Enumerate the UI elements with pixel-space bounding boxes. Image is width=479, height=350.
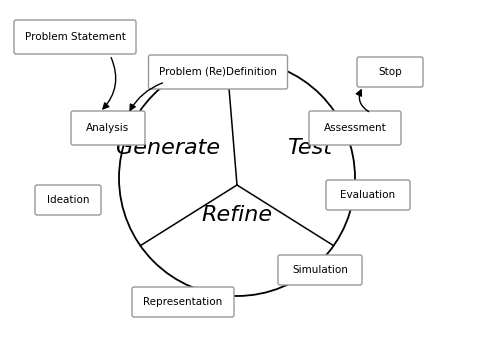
- Text: Refine: Refine: [202, 205, 273, 225]
- Text: Test: Test: [287, 138, 332, 158]
- Text: Problem (Re)Definition: Problem (Re)Definition: [159, 67, 277, 77]
- Text: Simulation: Simulation: [292, 265, 348, 275]
- Text: Analysis: Analysis: [86, 123, 130, 133]
- FancyBboxPatch shape: [148, 55, 287, 89]
- Text: Evaluation: Evaluation: [341, 190, 396, 200]
- FancyBboxPatch shape: [326, 180, 410, 210]
- FancyArrowPatch shape: [130, 83, 162, 110]
- Text: Ideation: Ideation: [47, 195, 89, 205]
- FancyBboxPatch shape: [71, 111, 145, 145]
- Text: Stop: Stop: [378, 67, 402, 77]
- FancyArrowPatch shape: [356, 90, 369, 112]
- FancyArrowPatch shape: [103, 57, 116, 109]
- FancyBboxPatch shape: [278, 255, 362, 285]
- FancyBboxPatch shape: [14, 20, 136, 54]
- FancyBboxPatch shape: [35, 185, 101, 215]
- Text: Representation: Representation: [143, 297, 223, 307]
- Text: Generate: Generate: [116, 138, 220, 158]
- FancyBboxPatch shape: [132, 287, 234, 317]
- FancyBboxPatch shape: [309, 111, 401, 145]
- FancyBboxPatch shape: [357, 57, 423, 87]
- Text: Problem Statement: Problem Statement: [24, 32, 125, 42]
- Text: Assessment: Assessment: [324, 123, 387, 133]
